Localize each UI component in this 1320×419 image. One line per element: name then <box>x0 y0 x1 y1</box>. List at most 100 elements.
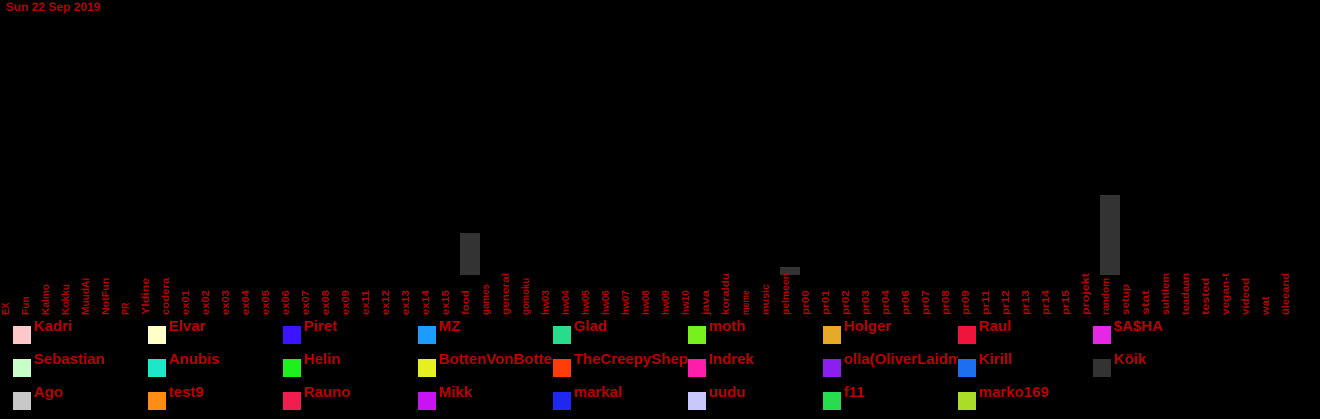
legend-label: Piret <box>304 318 338 335</box>
legend-label: f11 <box>844 384 865 401</box>
x-tick-label: hw05 <box>581 290 592 315</box>
legend-item: Köik <box>1093 351 1228 377</box>
legend-label: Sebastian <box>34 351 105 368</box>
bar-food <box>460 233 480 275</box>
x-tick-label: Fun <box>21 296 32 315</box>
x-tick-label: EX <box>1 302 12 315</box>
legend-swatch <box>148 326 166 344</box>
x-tick-label: gomoku <box>521 278 532 315</box>
x-tick-label: videod <box>1241 278 1252 315</box>
legend-label: Kirill <box>979 351 1013 368</box>
x-tick-label: pr03 <box>861 290 872 315</box>
legend-swatch <box>13 326 31 344</box>
x-tick-label: pr04 <box>881 290 892 315</box>
x-tick-label: pr11 <box>981 290 992 315</box>
legend-item: Indrek <box>688 351 823 377</box>
x-tick-label: ex14 <box>421 290 432 315</box>
legend-item: marko169 <box>958 384 1093 410</box>
legend-item: Holger <box>823 318 958 344</box>
x-tick-label: hw03 <box>541 290 552 315</box>
legend-swatch <box>1093 326 1111 344</box>
legend-swatch <box>688 392 706 410</box>
legend-swatch <box>823 326 841 344</box>
legend-label: moth <box>709 318 746 335</box>
x-tick-label: hw08 <box>641 290 652 315</box>
x-tick-label: pr08 <box>941 290 952 315</box>
x-tick-label: hw04 <box>561 290 572 315</box>
legend-swatch <box>418 392 436 410</box>
x-tick-label: ex02 <box>201 290 212 315</box>
x-tick-label: pr02 <box>841 290 852 315</box>
legend-swatch <box>13 359 31 377</box>
legend-item: Raul <box>958 318 1093 344</box>
legend: Kadri Elvar Piret MZ Glad moth Holger Raul $A$HA… <box>0 318 1320 419</box>
x-tick-label: ex15 <box>441 290 452 315</box>
legend-item: MZ <box>418 318 553 344</box>
x-tick-label: ex07 <box>301 290 312 315</box>
legend-swatch <box>553 392 571 410</box>
legend-item: f11 <box>823 384 958 410</box>
legend-item: Kadri <box>13 318 148 344</box>
x-tick-label: Yldine <box>141 277 152 315</box>
x-tick-label: ex11 <box>361 290 372 315</box>
x-tick-label: Kokku <box>61 284 72 315</box>
x-tick-label: ex08 <box>321 290 332 315</box>
legend-item: moth <box>688 318 823 344</box>
legend-item: test9 <box>148 384 283 410</box>
legend-item: Ago <box>13 384 148 410</box>
legend-item: olla(OliverLaidmets) <box>823 351 958 377</box>
legend-label: marko169 <box>979 384 1050 401</box>
legend-swatch <box>13 392 31 410</box>
legend-swatch <box>418 326 436 344</box>
legend-label: Rauno <box>304 384 351 401</box>
x-tick-label: ex06 <box>281 290 292 315</box>
legend-item: BottenVonBottenson <box>418 351 553 377</box>
legend-item: Elvar <box>148 318 283 344</box>
legend-swatch <box>553 326 571 344</box>
legend-swatch <box>283 326 301 344</box>
x-tick-label: pr00 <box>801 290 812 315</box>
legend-label: test9 <box>169 384 205 401</box>
legend-label: TheCreepyShepherd <box>574 351 688 368</box>
legend-swatch <box>823 392 841 410</box>
legend-swatch <box>553 359 571 377</box>
x-tick-label: vegan-t <box>1221 272 1232 315</box>
legend-item: $A$HA <box>1093 318 1228 344</box>
x-tick-label: general <box>501 273 512 315</box>
legend-label: Indrek <box>709 351 755 368</box>
legend-label: BottenVonBottenson <box>439 351 553 368</box>
x-tick-label: hw09 <box>661 290 672 315</box>
legend-swatch <box>958 392 976 410</box>
x-tick-label: setup <box>1121 284 1132 315</box>
legend-item: Glad <box>553 318 688 344</box>
x-tick-label: pr09 <box>961 290 972 315</box>
bar-chart: EX Fun Kalmo Kokku MuudAi NotFun PR Yldine coder… <box>1 195 1292 316</box>
x-tick-label: ex05 <box>261 290 272 315</box>
legend-item: Piret <box>283 318 418 344</box>
legend-swatch <box>688 359 706 377</box>
legend-label: Köik <box>1114 351 1147 368</box>
x-tick-label: pelmeen <box>781 273 792 315</box>
legend-item: Mikk <box>418 384 553 410</box>
x-tick-label: meme <box>741 290 752 315</box>
x-tick-label: pr13 <box>1021 290 1032 315</box>
legend-label: olla(OliverLaidmets) <box>844 351 958 368</box>
legend-item: Helin <box>283 351 418 377</box>
x-tick-label: hw06 <box>601 290 612 315</box>
legend-label: uudu <box>709 384 746 401</box>
legend-swatch <box>958 359 976 377</box>
x-tick-label: ex13 <box>401 290 412 315</box>
x-tick-label: tested <box>1201 278 1212 315</box>
x-tick-label: MuudAi <box>81 278 92 315</box>
legend-label: $A$HA <box>1114 318 1164 335</box>
legend-label: Elvar <box>169 318 206 335</box>
legend-item: markal <box>553 384 688 410</box>
x-tick-label: ex12 <box>381 290 392 315</box>
legend-label: Anubis <box>169 351 220 368</box>
legend-label: Mikk <box>439 384 473 401</box>
x-tick-label: PR <box>121 302 132 315</box>
x-tick-label: NotFun <box>101 278 112 315</box>
legend-label: Raul <box>979 318 1012 335</box>
legend-label: MZ <box>439 318 461 335</box>
bar-pelmeen <box>780 267 800 275</box>
